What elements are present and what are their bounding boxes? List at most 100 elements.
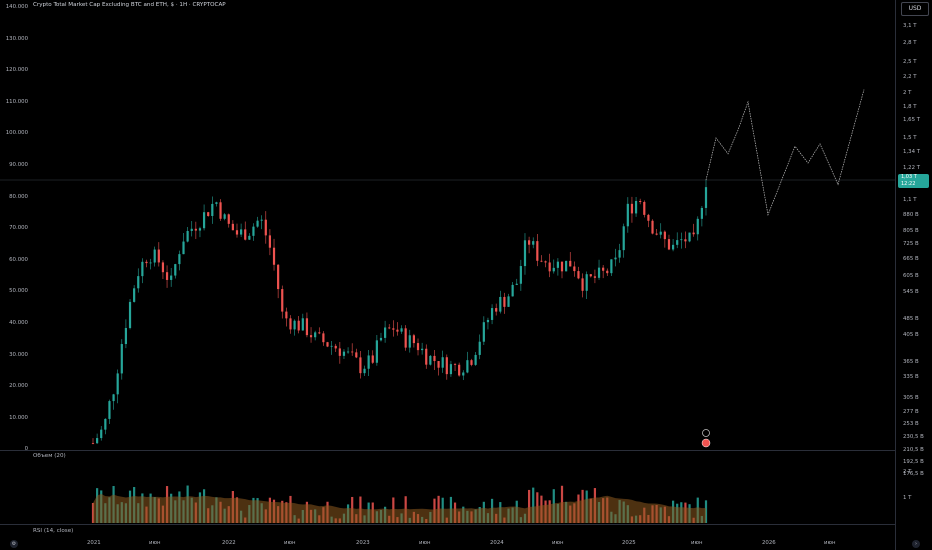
candle-body — [112, 394, 115, 402]
last-price-value: 1,03 T — [901, 174, 917, 180]
candle-body — [688, 232, 691, 242]
volume-indicator-label[interactable]: Объем (20) — [33, 453, 66, 459]
right-axis-tick: 665 B — [903, 256, 919, 262]
candle-body — [375, 340, 378, 363]
candle-body — [359, 357, 362, 374]
candle-body — [322, 333, 325, 343]
candle-body — [186, 230, 189, 242]
candle-body — [235, 230, 239, 235]
candle-body — [351, 351, 354, 353]
candle-body — [141, 261, 144, 277]
candle-body — [548, 262, 551, 272]
volume-bar — [527, 489, 531, 523]
candle-body — [704, 187, 708, 208]
candle-body — [507, 296, 510, 307]
candle-body — [630, 203, 634, 214]
price-axis-border — [895, 0, 896, 550]
last-price-time: 12:22 — [901, 181, 916, 187]
candle-body — [301, 318, 304, 331]
right-axis-tick: 253 B — [903, 421, 919, 427]
time-axis-tick: 2022 — [222, 540, 236, 546]
candle-body — [458, 364, 461, 376]
right-axis-tick: 277 B — [903, 409, 919, 415]
candle-body — [425, 348, 428, 365]
right-axis-tick: 305 B — [903, 395, 919, 401]
volume-pane-separator[interactable] — [0, 450, 895, 451]
candle-body — [149, 262, 152, 264]
candle-body — [190, 228, 193, 231]
candle-body — [618, 250, 621, 258]
candle-body — [289, 318, 292, 330]
candle-body — [363, 368, 366, 374]
candle-body — [671, 244, 675, 250]
candle-body — [170, 275, 173, 280]
candle-body — [384, 327, 387, 338]
left-axis-tick: 100.000 — [5, 130, 28, 137]
right-axis-tick: 1,8 T — [903, 104, 917, 110]
left-axis-tick: 10.000 — [9, 414, 28, 421]
candle-body — [207, 212, 210, 216]
right-axis-tick: 210,5 B — [903, 447, 924, 453]
time-axis-tick: 2025 — [622, 540, 636, 546]
time-axis-tick: 2021 — [87, 540, 101, 546]
right-axis-tick: 176,5 B — [903, 471, 924, 477]
candle-body — [606, 270, 609, 274]
settings-icon[interactable]: ⚙ — [10, 540, 18, 548]
left-axis-tick: 20.000 — [9, 383, 28, 390]
candle-body — [272, 247, 276, 265]
candle-body — [268, 235, 272, 248]
candle-body — [194, 228, 197, 231]
candle-body — [651, 220, 654, 234]
candle-body — [202, 212, 206, 229]
left-axis-tick: 140.000 — [5, 4, 28, 10]
candle-body — [116, 373, 119, 395]
time-axis-tick: 2024 — [490, 540, 504, 546]
left-axis-tick: 0 — [24, 446, 28, 453]
candle-body — [334, 345, 337, 349]
volume-bar — [532, 487, 535, 523]
candle-body — [593, 276, 597, 278]
chart-title: Crypto Total Market Cap Excluding BTC an… — [33, 2, 226, 8]
right-axis-tick: 805 B — [903, 228, 919, 234]
right-axis-tick: 335 B — [903, 374, 919, 380]
volume-axis-tick: 1 T — [903, 495, 912, 501]
right-axis-tick: 3,1 T — [903, 23, 917, 29]
right-axis-tick: 1,1 T — [903, 197, 917, 203]
candle-body — [647, 214, 650, 221]
scroll-right-icon[interactable]: › — [912, 540, 920, 548]
right-axis-tick: 192,5 B — [903, 459, 924, 465]
currency-button[interactable]: USD — [901, 2, 929, 16]
right-axis-tick: 725 B — [903, 241, 919, 247]
rsi-indicator-label[interactable]: RSI (14, close) — [33, 528, 74, 534]
candle-body — [565, 260, 568, 272]
candle-body — [478, 341, 481, 355]
rsi-pane-separator[interactable] — [0, 524, 895, 525]
time-axis-tick: июн — [284, 540, 296, 546]
candle-body — [96, 438, 99, 444]
candle-body — [260, 219, 263, 221]
candle-body — [133, 288, 136, 302]
volume-ma-area — [93, 493, 706, 523]
candle-body — [421, 348, 424, 351]
candle-body — [215, 202, 218, 204]
candle-body — [490, 308, 494, 320]
candle-body — [614, 257, 617, 260]
right-axis-tick: 230,5 B — [903, 434, 924, 440]
candle-body — [285, 311, 288, 319]
candle-body — [453, 364, 457, 365]
candle-body — [157, 249, 160, 263]
candle-body — [441, 357, 444, 368]
candle-body — [223, 214, 226, 219]
candle-body — [495, 308, 498, 312]
right-axis-tick: 1,5 T — [903, 135, 917, 141]
candle-body — [400, 328, 403, 332]
candle-body — [696, 218, 699, 235]
left-axis-tick: 120.000 — [5, 67, 28, 74]
candle-body — [281, 289, 284, 312]
candle-body — [314, 332, 317, 338]
candle-body — [474, 354, 477, 365]
candle-body — [602, 267, 605, 271]
candle-body — [120, 344, 123, 374]
